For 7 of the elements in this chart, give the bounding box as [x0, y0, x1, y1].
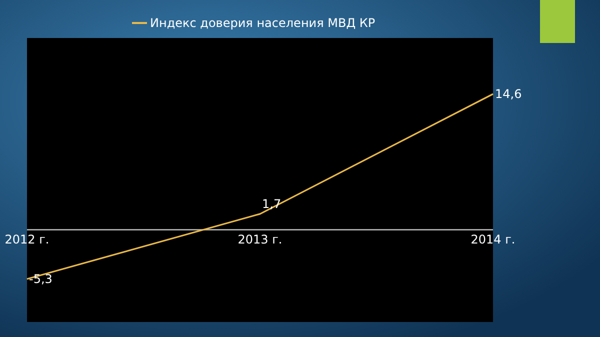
data-label: 14,6 — [495, 87, 522, 101]
data-label: -5,3 — [29, 272, 52, 286]
x-tick-label: 2012 г. — [4, 232, 50, 247]
x-tick-label: 2014 г. — [470, 232, 516, 247]
legend-label: Индекс доверия населения МВД КР — [150, 16, 376, 30]
data-label: 1,7 — [262, 196, 282, 211]
x-tick-label: 2013 г. — [238, 232, 282, 247]
